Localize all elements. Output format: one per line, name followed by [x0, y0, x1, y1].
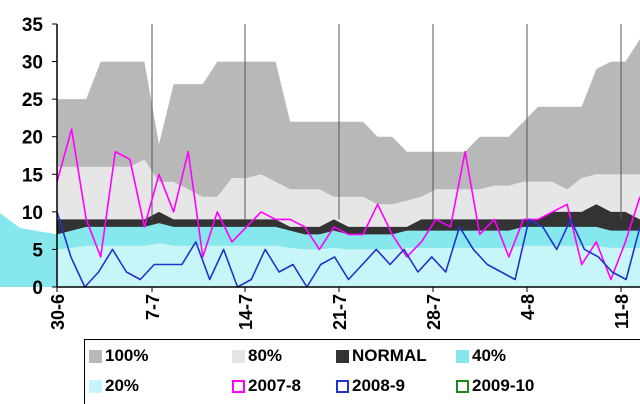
- legend-item-2007-8: 2007-8: [232, 375, 301, 397]
- legend-item-20-: 20%: [89, 375, 139, 397]
- legend-item-80-: 80%: [232, 345, 282, 367]
- legend-swatch-100-: [89, 349, 102, 363]
- area-20-: [57, 243, 640, 287]
- legend-swatch-20-: [89, 379, 102, 393]
- axes: [52, 23, 640, 292]
- x-tick-label: 14-7: [236, 294, 256, 330]
- y-tick-label: 5: [32, 240, 43, 261]
- legend-item-2008-9: 2008-9: [336, 375, 405, 397]
- legend-swatch-normal: [336, 349, 349, 363]
- x-tick-label: 7-7: [143, 294, 163, 320]
- y-tick-label: 0: [32, 278, 43, 299]
- y-tick-label: 15: [22, 165, 44, 186]
- legend-swatch-80-: [232, 349, 245, 363]
- legend-label-100-: 100%: [105, 346, 149, 365]
- area-40-spill: [0, 213, 57, 287]
- legend-label-normal: NORMAL: [352, 346, 427, 365]
- y-tick-label: 20: [22, 128, 43, 149]
- x-tick-label: 21-7: [330, 294, 350, 330]
- y-tick-label: 30: [22, 53, 43, 74]
- y-tick-labels: 0 5 10 15 20 25 30 35: [22, 15, 44, 299]
- line-2008-9: [56, 211, 640, 288]
- gridlines: [151, 24, 622, 220]
- y-tick-label: 25: [22, 90, 44, 111]
- line-2007-8: [56, 128, 640, 281]
- legend-label-80-: 80%: [248, 346, 283, 365]
- legend-item-2009-10: 2009-10: [456, 375, 534, 397]
- legend-swatch-2007-8: [232, 379, 245, 393]
- legend-swatch-2009-10: [456, 379, 469, 393]
- x-tick-label: 30-6: [48, 294, 68, 330]
- legend-swatch-2008-9: [336, 379, 349, 393]
- legend-item-normal: NORMAL: [336, 345, 427, 367]
- legend: 100% 80% NORMAL 40% 20% 2007-8 2008-9 2009-10: [84, 339, 640, 404]
- legend-label-2008-9: 2008-9: [352, 376, 405, 395]
- legend-item-100-: 100%: [89, 345, 148, 367]
- legend-label-20-: 20%: [105, 376, 140, 395]
- y-tick-label: 35: [22, 15, 44, 36]
- legend-label-2007-8: 2007-8: [248, 376, 301, 395]
- legend-swatch-40-: [456, 349, 469, 363]
- y-tick-label: 10: [22, 203, 43, 224]
- x-tick-label: 4-8: [518, 294, 538, 320]
- legend-item-40-: 40%: [456, 345, 506, 367]
- x-tick-label: 11-8: [612, 294, 632, 329]
- x-tick-label: 28-7: [424, 294, 444, 330]
- x-tick-labels: 30-6 7-7 14-7 21-7 28-7 4-8 11-8: [48, 294, 632, 330]
- legend-label-40-: 40%: [472, 346, 507, 365]
- legend-label-2009-10: 2009-10: [472, 376, 535, 395]
- line-series: [56, 128, 640, 288]
